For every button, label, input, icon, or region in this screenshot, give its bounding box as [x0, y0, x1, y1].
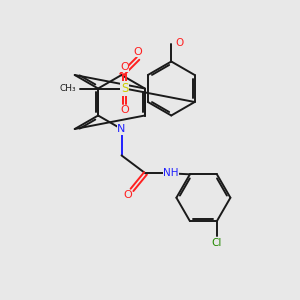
Text: O: O	[134, 47, 142, 57]
Text: Cl: Cl	[212, 238, 222, 248]
Text: NH: NH	[163, 168, 179, 178]
Text: CH₃: CH₃	[60, 84, 76, 93]
Text: O: O	[120, 62, 129, 72]
Text: O: O	[120, 105, 129, 115]
Text: O: O	[176, 38, 184, 49]
Text: O: O	[123, 190, 132, 200]
Text: S: S	[121, 82, 128, 95]
Text: N: N	[117, 124, 126, 134]
